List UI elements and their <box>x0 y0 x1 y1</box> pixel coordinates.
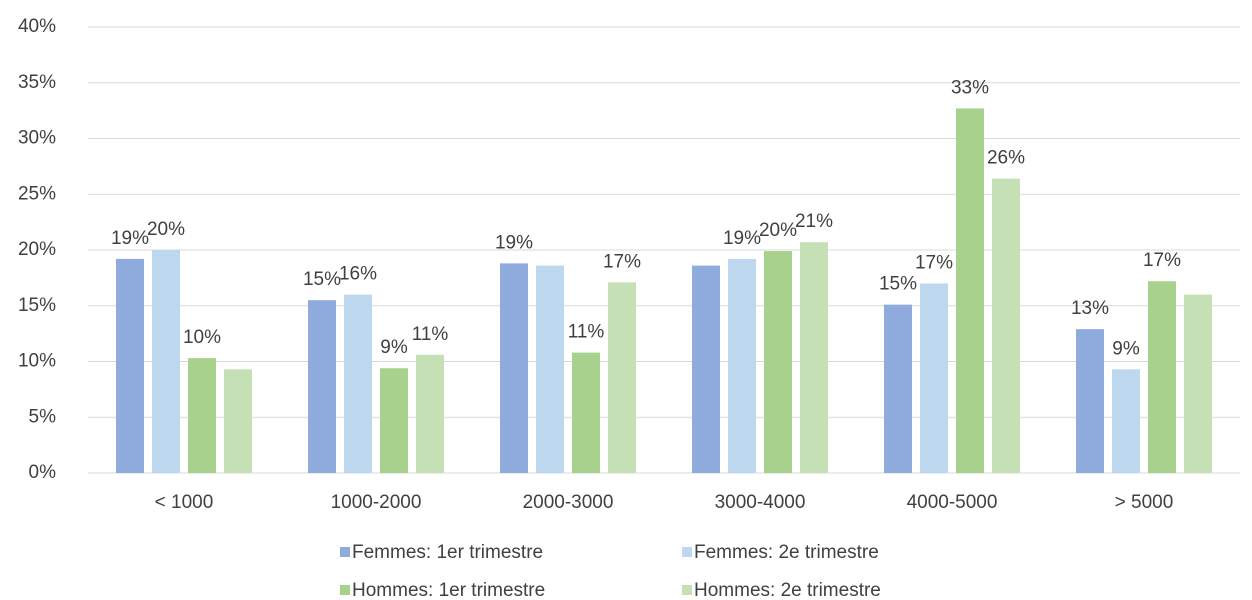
bar <box>992 178 1020 473</box>
data-label: 20% <box>759 220 797 241</box>
data-label: 17% <box>603 251 641 272</box>
bar <box>188 358 216 473</box>
data-label: 13% <box>1071 298 1109 319</box>
x-tick-label: 2000-3000 <box>523 492 614 513</box>
data-label: 33% <box>951 77 989 98</box>
data-label: 11% <box>568 322 605 343</box>
data-label: 19% <box>495 232 533 253</box>
bar <box>692 265 720 473</box>
legend-label: Femmes: 1er trimestre <box>352 542 543 563</box>
bar <box>572 352 600 473</box>
data-label: 17% <box>1143 250 1181 271</box>
bar <box>344 294 372 473</box>
bar <box>536 265 564 473</box>
bar <box>224 369 252 473</box>
bar <box>956 108 984 474</box>
bar <box>116 258 144 473</box>
x-tick-label: 1000-2000 <box>331 492 422 513</box>
data-label: 26% <box>987 148 1025 169</box>
data-label: 11% <box>412 324 449 345</box>
y-tick-label: 25% <box>18 183 56 204</box>
bar <box>884 304 912 473</box>
data-label: 20% <box>147 219 185 240</box>
y-tick-label: 10% <box>18 351 56 372</box>
legend-label: Hommes: 2e trimestre <box>694 580 881 600</box>
x-tick-label: 3000-4000 <box>715 492 806 513</box>
bar <box>1076 329 1104 473</box>
legend-swatch <box>340 585 350 595</box>
bar <box>608 282 636 473</box>
y-tick-label: 20% <box>18 239 56 260</box>
legend-swatch <box>340 547 350 557</box>
data-label: 9% <box>380 337 408 358</box>
bar <box>308 300 336 473</box>
legend-label: Hommes: 1er trimestre <box>352 580 545 600</box>
data-label: 16% <box>339 264 377 285</box>
data-label: 15% <box>879 274 917 295</box>
x-tick-label: > 5000 <box>1115 492 1174 513</box>
bar <box>800 242 828 473</box>
data-label: 9% <box>1112 338 1140 359</box>
bar <box>1184 294 1212 473</box>
bar <box>152 250 180 473</box>
y-tick-label: 0% <box>29 462 57 483</box>
bar <box>380 368 408 473</box>
data-label: 19% <box>723 228 761 249</box>
y-tick-label: 5% <box>29 406 57 427</box>
bar <box>416 354 444 473</box>
data-label: 15% <box>303 269 341 290</box>
bar <box>728 258 756 473</box>
y-tick-label: 30% <box>18 128 56 149</box>
y-tick-label: 35% <box>18 72 56 93</box>
bar <box>1148 281 1176 473</box>
x-tick-label: < 1000 <box>155 492 214 513</box>
data-label: 19% <box>111 228 149 249</box>
legend-label: Femmes: 2e trimestre <box>694 542 879 563</box>
data-label: 10% <box>183 327 221 348</box>
bar <box>920 283 948 473</box>
x-tick-label: 4000-5000 <box>907 492 998 513</box>
data-label: 21% <box>795 211 833 232</box>
y-tick-label: 15% <box>18 295 56 316</box>
legend-swatch <box>682 585 692 595</box>
y-tick-label: 40% <box>18 16 56 37</box>
data-label: 17% <box>915 252 953 273</box>
bar <box>500 263 528 473</box>
bar <box>764 251 792 473</box>
legend-swatch <box>682 547 692 557</box>
bar <box>1112 369 1140 473</box>
